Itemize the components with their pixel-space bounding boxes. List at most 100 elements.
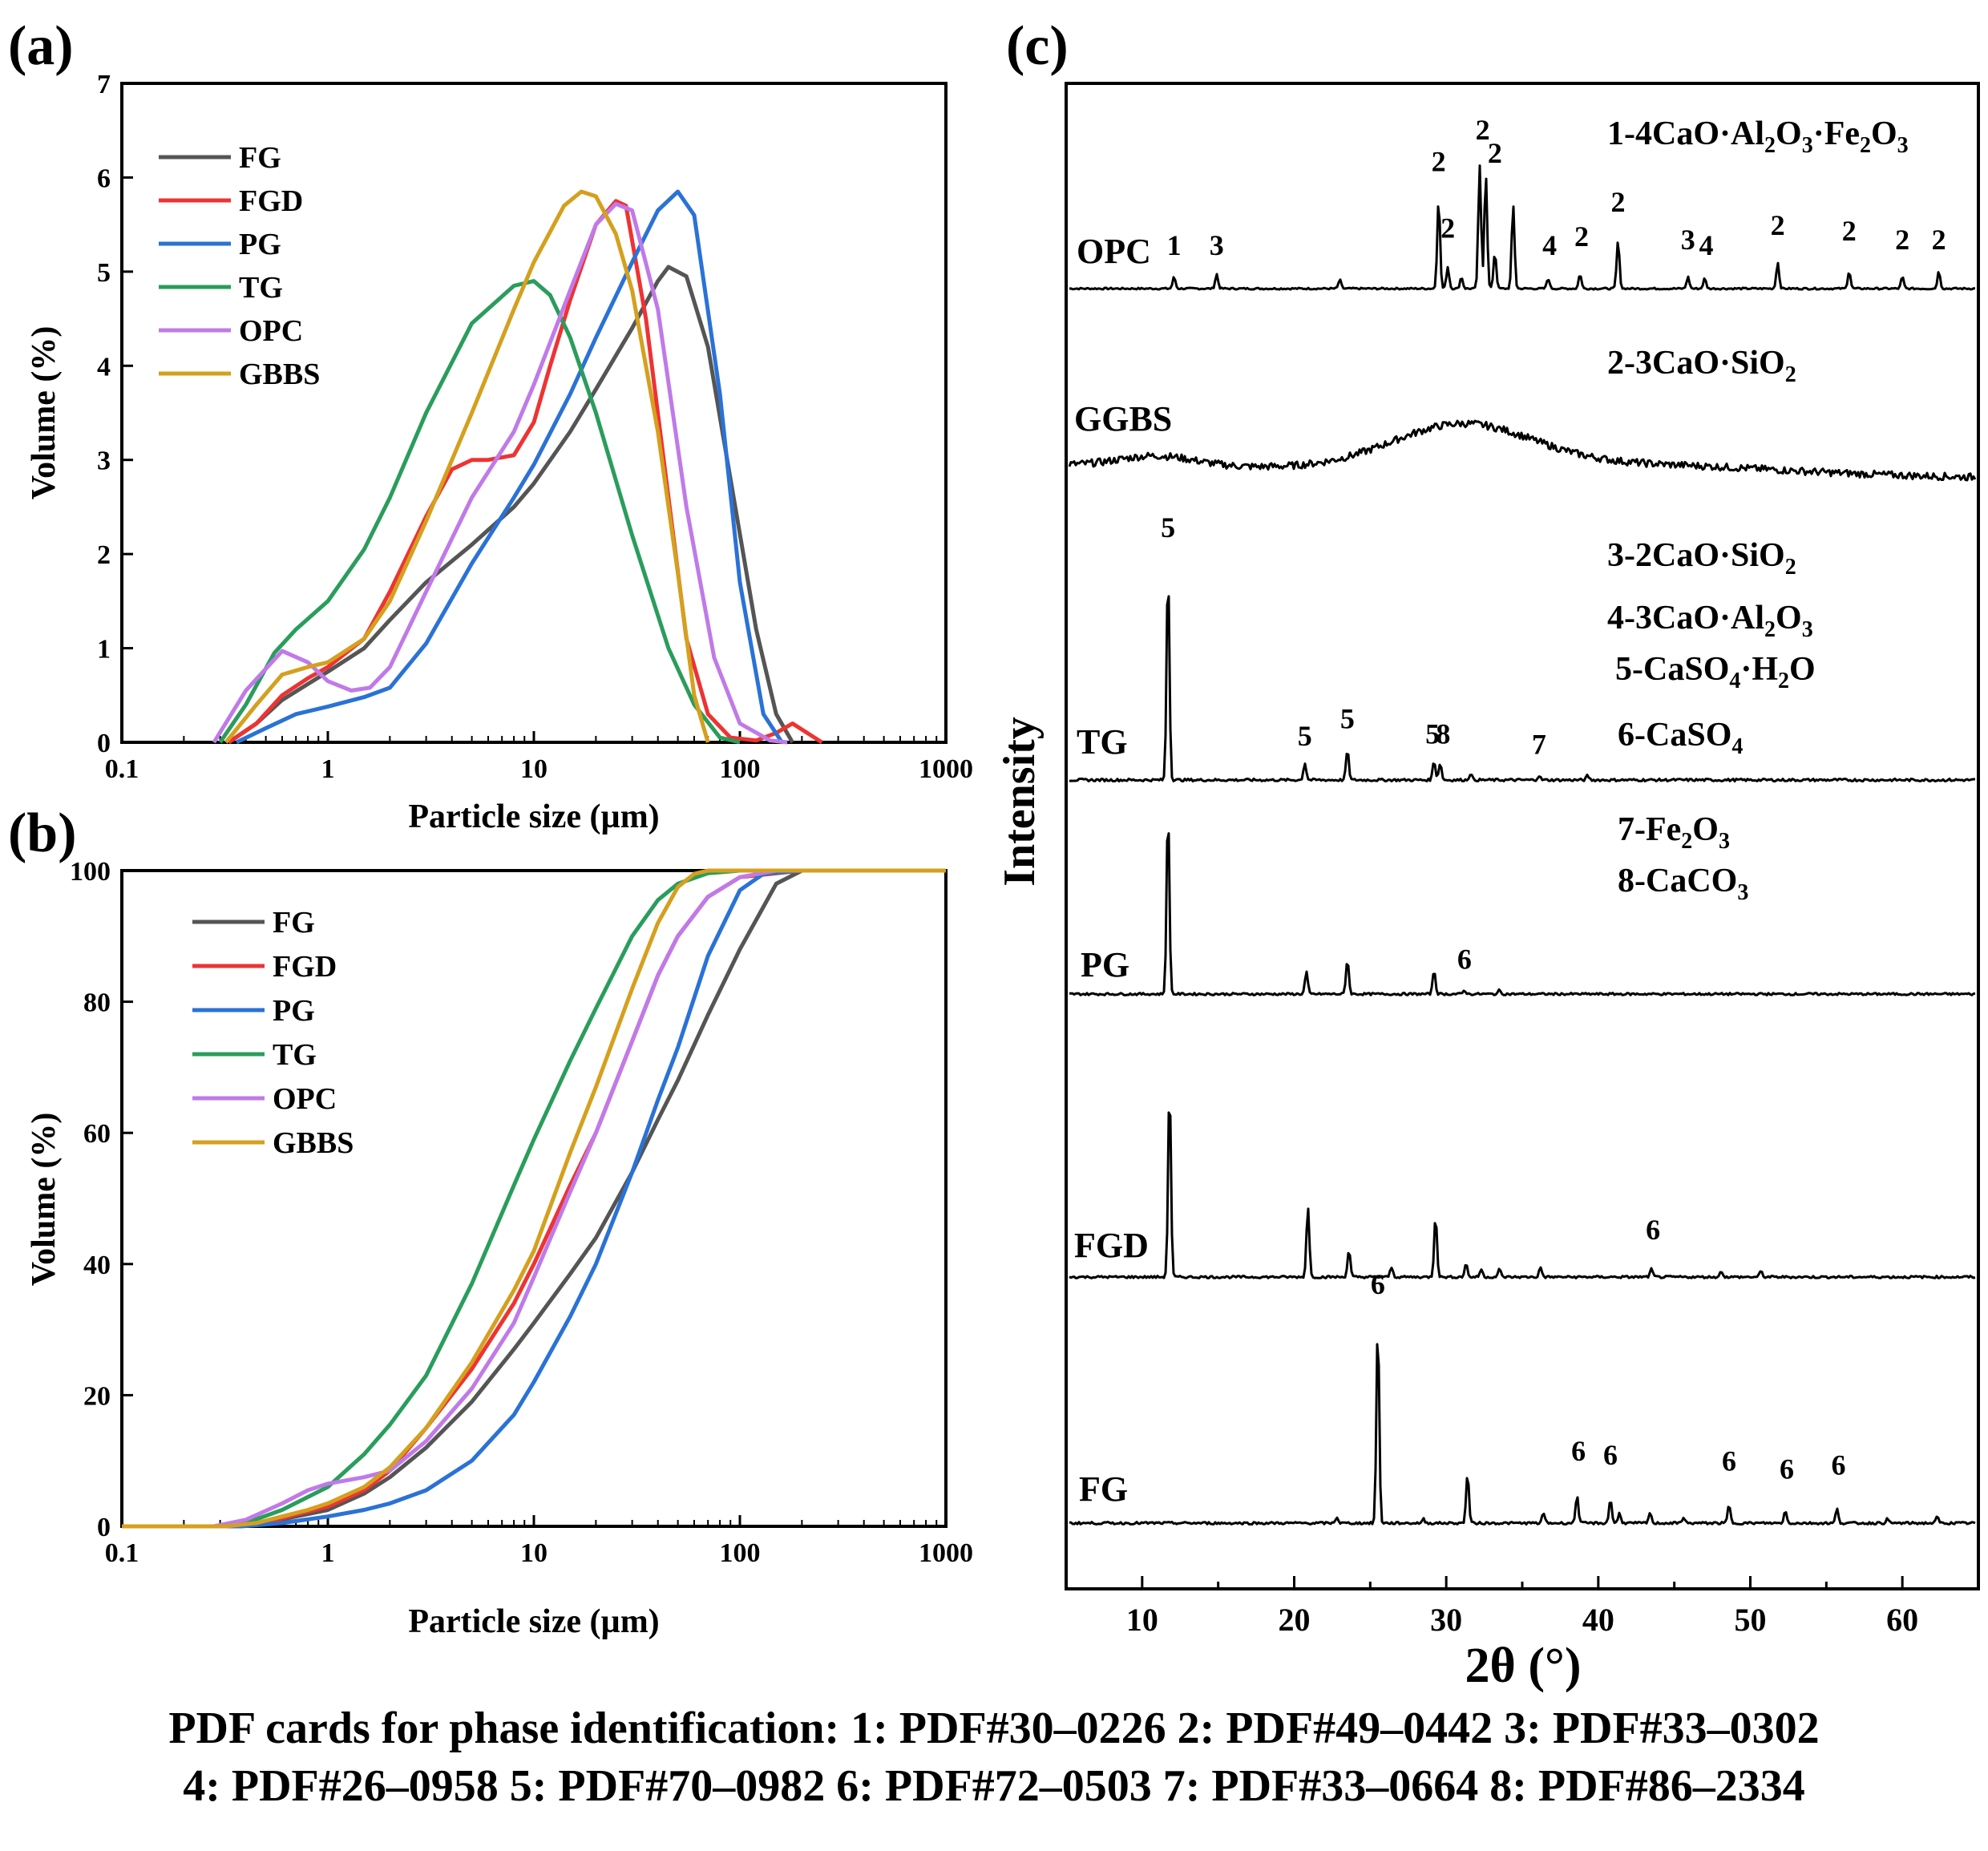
y-tick-label: 0 <box>97 729 111 758</box>
legend-label-gbbs: GBBS <box>273 1126 354 1160</box>
xrd-trace-name-opc: OPC <box>1077 232 1151 271</box>
y-tick-label: 80 <box>83 988 111 1018</box>
series-line-pg <box>235 189 784 745</box>
y-tick-label: 2 <box>97 540 111 570</box>
peak-label: 5 <box>1161 511 1175 544</box>
x-tick-label: 1000 <box>919 1538 973 1568</box>
xrd-trace-tg <box>1069 595 1975 783</box>
xrd-trace-name-pg: PG <box>1081 945 1129 984</box>
panel-a-legend: FG FGD PG TG OPC GBBS <box>159 141 320 391</box>
panel-c-plot-frame <box>1065 82 1980 1590</box>
peak-label: 3 <box>1210 229 1224 261</box>
series-line-opc <box>122 868 946 1529</box>
panel-c-phase-legend: 1-4CaO·Al2​O3​·Fe2​O3​ 2-3CaO·SiO2​ 3-2CaO… <box>1607 115 1909 905</box>
panel-b-legend: FG FGD PG TG OPC GBBS <box>192 906 354 1160</box>
series-line-opc <box>212 201 788 745</box>
y-tick-label: 6 <box>97 164 111 193</box>
x-tick-label: 1 <box>321 1538 335 1568</box>
panel-b-cumulative-volume-chart: 0.1 1 10 100 1000 0 20 40 60 80 100 FG FGD PG TG OPC G… <box>26 857 973 1640</box>
y-tick-label: 5 <box>97 258 111 288</box>
x-tick-label: 1000 <box>919 754 973 784</box>
legend-label-fg: FG <box>239 141 281 175</box>
phase-legend-item-5: 5-CaSO4​·H2​O <box>1615 651 1816 693</box>
xrd-trace-pg <box>1069 832 1976 996</box>
series-line-tg <box>122 868 946 1529</box>
panel-a-y-ticks: 0 1 2 3 4 5 6 7 <box>97 70 133 758</box>
phase-legend-item-2: 2-3CaO·SiO2​ <box>1607 345 1796 387</box>
peak-label: 2 <box>1476 114 1490 146</box>
y-tick-label: 7 <box>97 70 111 99</box>
series-line-fgd <box>122 868 946 1529</box>
peak-label: 5 <box>1425 717 1440 750</box>
xrd-trace-ggbs <box>1068 419 1977 482</box>
legend-label-fgd: FGD <box>239 184 303 218</box>
peak-label: 2 <box>1895 224 1909 256</box>
series-line-pg <box>122 868 946 1529</box>
series-line-fgd <box>227 199 823 745</box>
panel-a-series-group <box>212 189 823 745</box>
panel-b-plot-frame <box>120 869 948 1528</box>
panel-b-y-axis-label: Volume (%) <box>26 1113 63 1287</box>
peak-label: 5 <box>1298 720 1312 752</box>
phase-legend-item-8: 8-CaCO3​ <box>1618 863 1748 905</box>
panel-a-plot-frame <box>120 82 948 744</box>
x-tick-label: 10 <box>520 754 548 784</box>
y-tick-label: 60 <box>83 1119 111 1149</box>
peak-label: 6 <box>1603 1439 1618 1471</box>
peak-label: 6 <box>1780 1453 1794 1485</box>
peak-label: 6 <box>1457 944 1472 976</box>
x-tick-label: 100 <box>720 754 761 784</box>
x-tick-label: 1 <box>321 754 335 784</box>
legend-label-pg: PG <box>239 228 281 261</box>
xrd-trace-name-tg: TG <box>1077 722 1128 762</box>
peak-label: 4 <box>1542 229 1557 261</box>
panel-b-y-ticks: 0 20 40 60 80 100 <box>70 857 133 1542</box>
xrd-trace-name-fgd: FGD <box>1074 1226 1149 1265</box>
y-tick-label: 3 <box>97 447 111 476</box>
legend-label-fgd: FGD <box>273 950 337 984</box>
panel-c-x-ticks: 10 20 30 40 50 60 <box>1065 1576 1980 1638</box>
phase-legend-item-6: 6-CaSO4​ <box>1618 717 1743 759</box>
xrd-trace-fgd <box>1069 1111 1976 1279</box>
peak-label: 2 <box>1842 215 1857 247</box>
legend-label-opc: OPC <box>273 1082 337 1116</box>
x-tick-label: 50 <box>1735 1602 1767 1638</box>
legend-label-pg: PG <box>273 994 315 1028</box>
peak-label: 7 <box>1532 729 1546 761</box>
peak-label: 4 <box>1699 229 1713 261</box>
y-tick-label: 1 <box>97 635 111 665</box>
x-tick-label: 10 <box>520 1538 548 1568</box>
panel-a-y-axis-label: Volume (%) <box>26 326 63 500</box>
x-tick-label: 60 <box>1886 1602 1918 1638</box>
series-line-gbbs <box>122 868 946 1529</box>
caption-line-2: 4: PDF#26–0958 5: PDF#70–0982 6: PDF#72–… <box>183 1761 1805 1811</box>
panel-b-series-group <box>122 868 946 1529</box>
peak-label: 5 <box>1340 703 1355 735</box>
series-line-fg <box>227 265 794 745</box>
peak-label: 6 <box>1646 1214 1660 1246</box>
xrd-trace-opc <box>1069 164 1975 291</box>
peak-label: 2 <box>1574 220 1589 253</box>
peak-label: 6 <box>1832 1449 1846 1481</box>
y-tick-label: 4 <box>97 352 111 382</box>
legend-label-fg: FG <box>273 906 315 940</box>
panel-a-x-ticks: 0.1 1 10 100 1000 <box>105 731 973 784</box>
peak-label: 6 <box>1371 1268 1385 1300</box>
panel-c-y-axis-label: Intensity <box>995 717 1045 887</box>
peak-label: 8 <box>1436 717 1450 750</box>
legend-label-opc: OPC <box>239 314 303 348</box>
xrd-trace-fg <box>1069 1343 1976 1526</box>
peak-label: 3 <box>1681 224 1695 256</box>
figure-caption: PDF cards for phase identification: 1: P… <box>0 1699 1988 1815</box>
x-tick-label: 100 <box>720 1538 761 1568</box>
legend-label-gbbs: GBBS <box>239 358 320 391</box>
phase-legend-item-7: 7-Fe2​O3​ <box>1618 811 1730 854</box>
legend-label-tg: TG <box>239 271 283 305</box>
x-tick-label: 0.1 <box>105 754 139 784</box>
y-tick-label: 40 <box>83 1251 111 1280</box>
phase-legend-item-4: 4-3CaO·Al2​O3​ <box>1607 600 1813 642</box>
panel-a-x-axis-label: Particle size (µm) <box>408 798 659 835</box>
